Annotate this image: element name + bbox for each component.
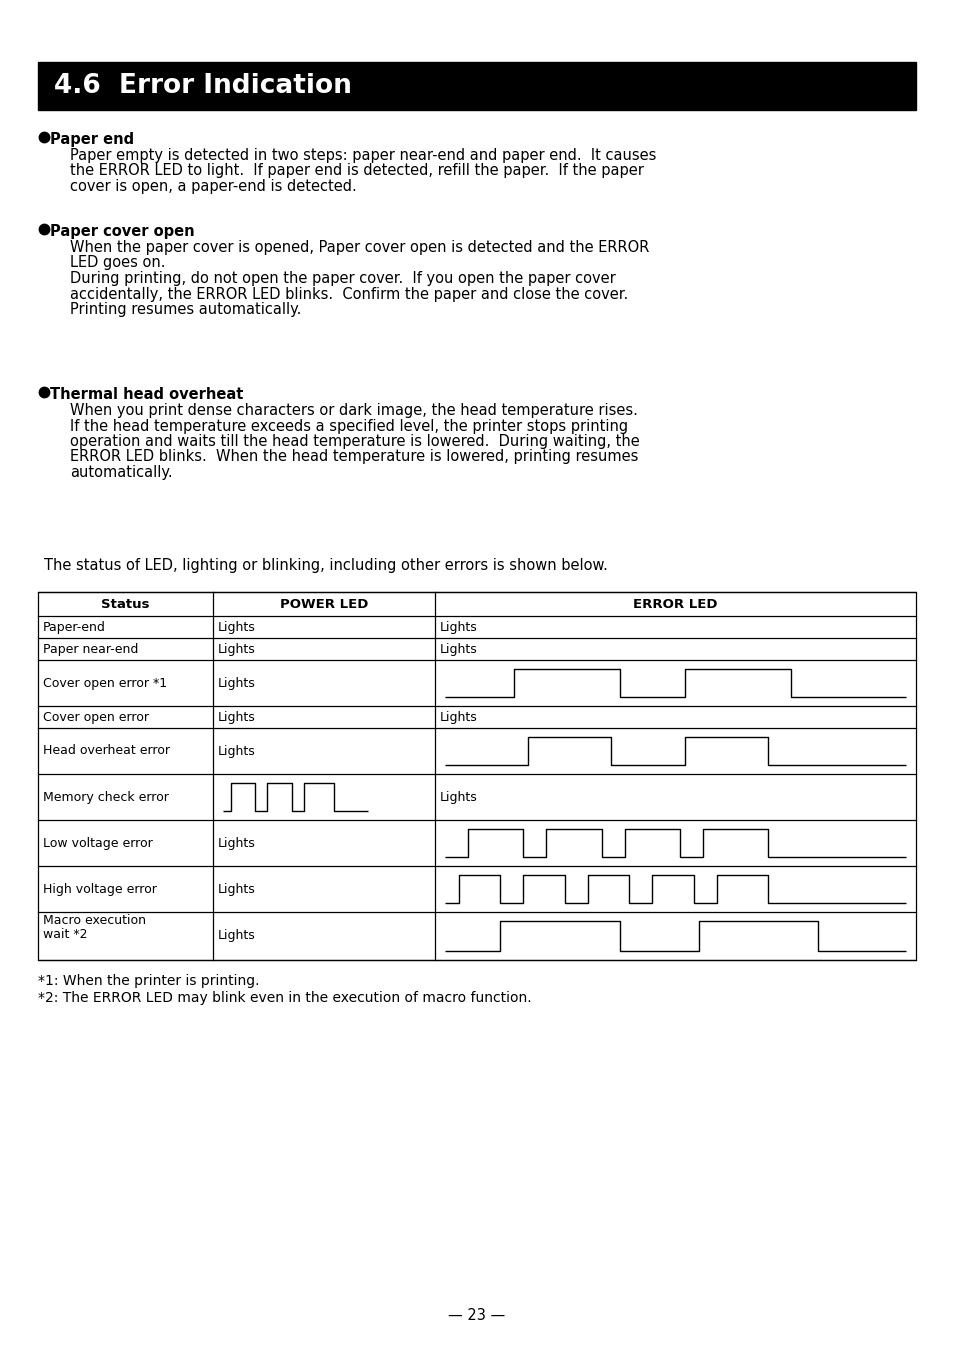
Text: When you print dense characters or dark image, the head temperature rises.: When you print dense characters or dark … [70,403,638,418]
Text: Lights: Lights [218,930,255,942]
Text: Printing resumes automatically.: Printing resumes automatically. [70,301,301,316]
Text: 4.6  Error Indication: 4.6 Error Indication [54,73,352,99]
Text: Head overheat error: Head overheat error [43,745,170,757]
Text: Status: Status [101,598,150,611]
Text: operation and waits till the head temperature is lowered.  During waiting, the: operation and waits till the head temper… [70,434,639,449]
Text: *2: The ERROR LED may blink even in the execution of macro function.: *2: The ERROR LED may blink even in the … [38,991,531,1005]
Text: Lights: Lights [218,676,255,690]
Text: Lights: Lights [218,837,255,849]
Text: Lights: Lights [439,791,477,803]
Text: Cover open error: Cover open error [43,711,149,723]
Text: Low voltage error: Low voltage error [43,837,152,849]
Text: — 23 —: — 23 — [448,1309,505,1324]
Text: Lights: Lights [218,883,255,895]
Bar [38,592,915,960]
Text: Lights: Lights [439,621,477,634]
Text: Lights: Lights [218,642,255,656]
Text: wait *2: wait *2 [43,929,88,941]
Text: automatically.: automatically. [70,465,172,480]
Text: ERROR LED blinks.  When the head temperature is lowered, printing resumes: ERROR LED blinks. When the head temperat… [70,449,638,465]
Text: the ERROR LED to light.  If paper end is detected, refill the paper.  If the pap: the ERROR LED to light. If paper end is … [70,164,643,178]
Text: Macro execution: Macro execution [43,914,146,926]
Text: Lights: Lights [218,621,255,634]
Text: accidentally, the ERROR LED blinks.  Confirm the paper and close the cover.: accidentally, the ERROR LED blinks. Conf… [70,287,628,301]
Text: Thermal head overheat: Thermal head overheat [50,387,243,402]
Text: ERROR LED: ERROR LED [633,598,717,611]
Text: *1: When the printer is printing.: *1: When the printer is printing. [38,973,259,988]
Text: POWER LED: POWER LED [279,598,368,611]
Text: Lights: Lights [218,745,255,757]
Text: Paper end: Paper end [50,132,134,147]
Text: Lights: Lights [218,711,255,723]
Text: When the paper cover is opened, Paper cover open is detected and the ERROR: When the paper cover is opened, Paper co… [70,241,649,256]
Text: Lights: Lights [439,642,477,656]
Text: During printing, do not open the paper cover.  If you open the paper cover: During printing, do not open the paper c… [70,270,615,287]
Text: LED goes on.: LED goes on. [70,256,165,270]
Text: Memory check error: Memory check error [43,791,169,803]
Text: If the head temperature exceeds a specified level, the printer stops printing: If the head temperature exceeds a specif… [70,419,627,434]
Text: High voltage error: High voltage error [43,883,156,895]
Text: Lights: Lights [439,711,477,723]
Text: The status of LED, lighting or blinking, including other errors is shown below.: The status of LED, lighting or blinking,… [44,558,607,573]
Bar [38,62,915,110]
Text: Paper-end: Paper-end [43,621,106,634]
Text: Paper cover open: Paper cover open [50,224,194,239]
Text: Paper empty is detected in two steps: paper near-end and paper end.  It causes: Paper empty is detected in two steps: pa… [70,147,656,164]
Text: cover is open, a paper-end is detected.: cover is open, a paper-end is detected. [70,178,356,193]
Text: Cover open error *1: Cover open error *1 [43,676,167,690]
Text: Paper near-end: Paper near-end [43,642,138,656]
